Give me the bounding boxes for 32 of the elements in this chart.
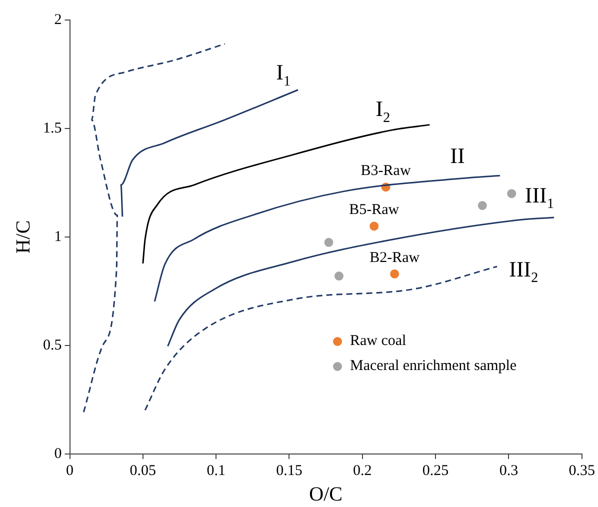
- annotation: II: [450, 142, 465, 168]
- line-series: [120, 89, 299, 218]
- annotation: B3-Raw: [360, 163, 411, 180]
- x-tick-label: 0.05: [130, 462, 156, 479]
- legend-label: Raw coal: [350, 333, 406, 350]
- annotation: B5-Raw: [349, 202, 400, 218]
- point: [390, 269, 400, 278]
- line-series: [154, 174, 501, 302]
- line-series: [142, 124, 430, 264]
- x-tick-label: 0.3: [499, 462, 518, 479]
- point: [324, 238, 334, 247]
- y-axis-title: H/C: [12, 220, 34, 254]
- point: [334, 272, 344, 281]
- point: [507, 189, 516, 198]
- y-tick-label: 0.5: [43, 337, 62, 354]
- y-tick-label: 1: [54, 228, 62, 245]
- line-series: [167, 216, 555, 347]
- y-tick-label: 1.5: [43, 120, 62, 136]
- line-series: [82, 43, 226, 413]
- point: [478, 201, 487, 210]
- x-tick-label: 0.15: [276, 462, 302, 479]
- x-tick-label: 0.35: [568, 462, 595, 479]
- annotation: B2-Raw: [370, 250, 420, 266]
- x-tick-label: 0.2: [353, 462, 372, 479]
- legend-label: Maceral enrichment sample: [350, 358, 517, 375]
- x-tick-label: 0.25: [422, 462, 449, 479]
- x-axis-title: O/C: [309, 483, 342, 506]
- y-tick-label: 2: [54, 12, 62, 28]
- point: [370, 222, 379, 231]
- x-tick-label: 0: [66, 462, 74, 479]
- y-tick-label: 0: [54, 446, 62, 462]
- x-tick-label: 0.1: [206, 462, 226, 479]
